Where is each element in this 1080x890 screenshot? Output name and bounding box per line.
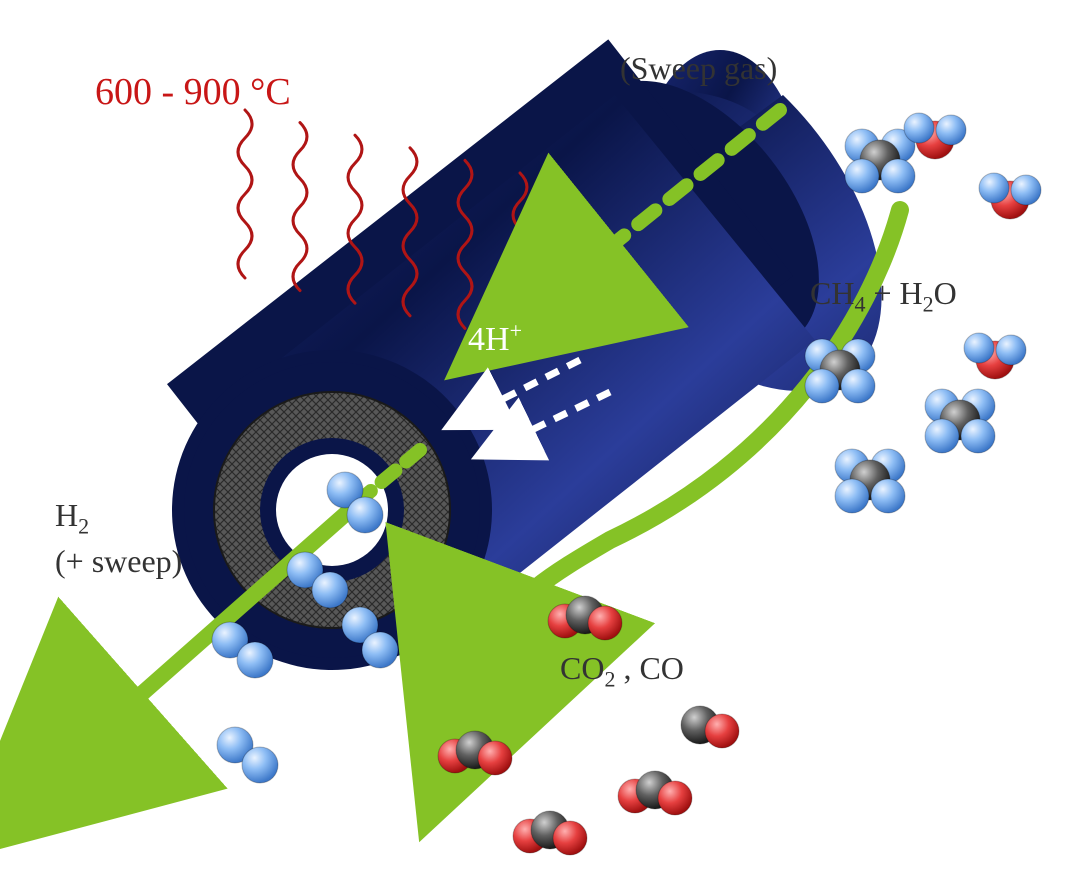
temperature-label: 600 - 900 °C <box>95 70 291 114</box>
water-molecules <box>904 113 1041 379</box>
sweep-gas-label: (Sweep gas) <box>620 50 777 87</box>
co2-molecules <box>438 596 692 855</box>
co-molecules <box>681 706 739 748</box>
ch4-h2o-label: CH4 + H2O <box>810 275 957 317</box>
diagram-canvas: 4H+ <box>0 0 1080 890</box>
co2-co-label: CO2 , CO <box>560 650 684 692</box>
h2-sweep-label: H2(+ sweep) <box>55 495 182 583</box>
